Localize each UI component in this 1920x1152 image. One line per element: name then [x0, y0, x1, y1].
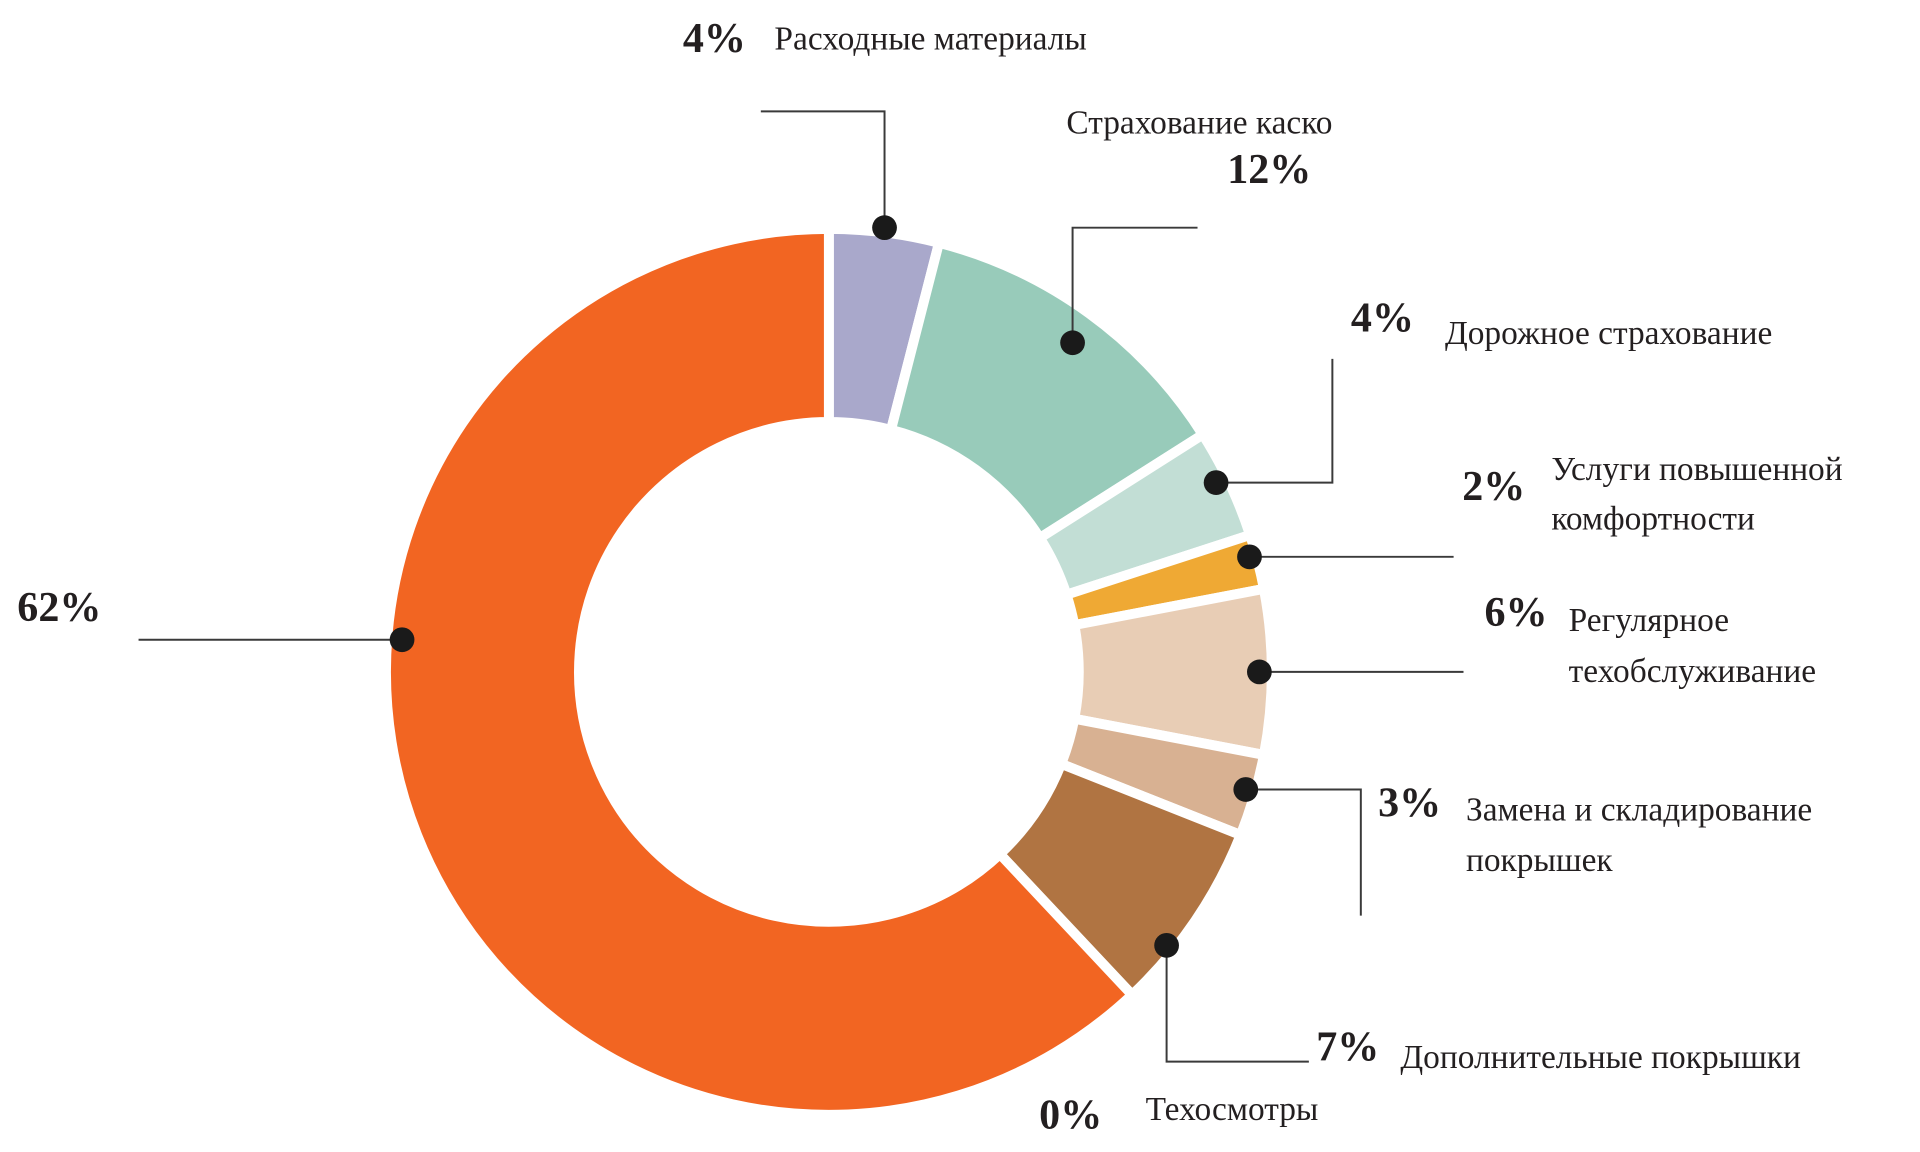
leader-dot: [1237, 544, 1262, 570]
leader-dot: [1154, 932, 1179, 958]
value-label: 2%: [1462, 464, 1525, 510]
value-label: 6%: [1485, 590, 1548, 636]
leader-dot: [1247, 659, 1272, 685]
slice-label: техобслуживание: [1569, 653, 1816, 690]
leader-line: [1216, 358, 1334, 484]
value-label: 0%: [1039, 1092, 1102, 1138]
value-label: 7%: [1316, 1024, 1379, 1070]
leader-line: [1165, 945, 1309, 1063]
slice-label: Замена и складирование: [1466, 791, 1812, 828]
value-label: 4%: [683, 16, 746, 62]
value-label: 4%: [1351, 296, 1414, 342]
donut-slices: [381, 223, 1277, 1120]
leader-dot: [1060, 330, 1085, 356]
slice-label: Дополнительные покрышки: [1400, 1039, 1801, 1076]
slice-label: Страхование каско: [1066, 105, 1332, 142]
donut-slice: [884, 236, 1210, 545]
slice-label: Регулярное: [1569, 602, 1729, 639]
value-label: 12%: [1227, 147, 1311, 193]
value-label: 62%: [17, 585, 101, 631]
leader-line: [1071, 226, 1198, 343]
leader-dot: [872, 215, 897, 241]
slice-label: Дорожное страхование: [1445, 315, 1772, 352]
leader-dot: [1233, 777, 1259, 802]
value-label: 3%: [1378, 781, 1441, 827]
donut-slice: [381, 223, 1140, 1120]
leader-line: [760, 110, 886, 228]
leader-dot: [1203, 470, 1229, 495]
slice-label: Услуги повышенной: [1551, 451, 1842, 488]
leader-line: [1245, 788, 1362, 916]
slice-label: Расходные материалы: [774, 20, 1086, 57]
slice-label: комфортности: [1551, 501, 1755, 538]
slice-label: Техосмотры: [1146, 1091, 1319, 1128]
leader-dot: [389, 627, 415, 653]
slice-label: покрышек: [1466, 842, 1613, 879]
